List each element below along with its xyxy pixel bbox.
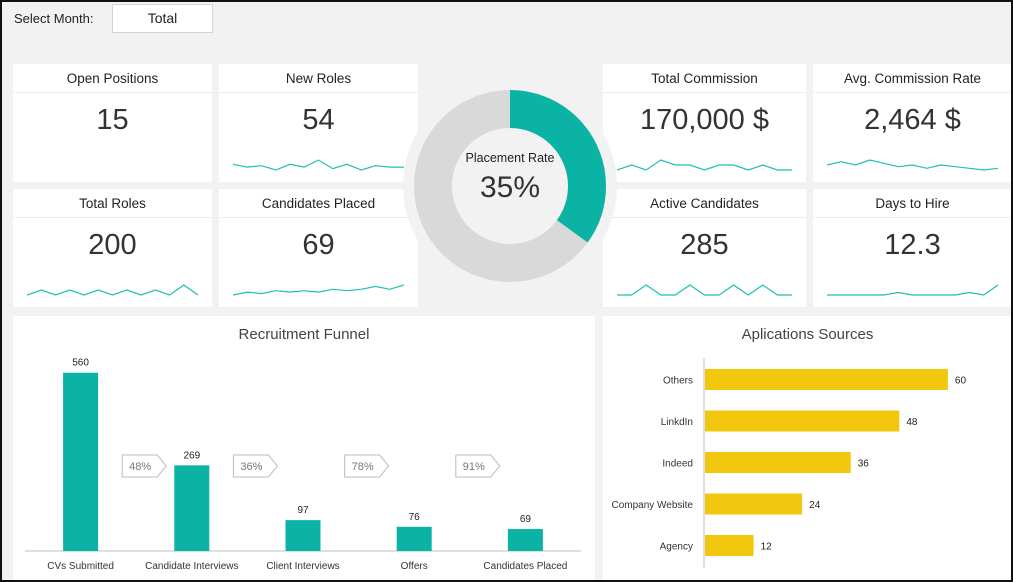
sparkline-total-roles [27, 284, 198, 296]
recruitment-funnel-title: Recruitment Funnel [238, 326, 370, 343]
source-bar [705, 493, 803, 515]
funnel-data-label: 76 [409, 512, 421, 523]
source-category-label: Company Website [611, 500, 693, 511]
sparkline-new-roles [233, 159, 404, 171]
funnel-data-label: 269 [183, 450, 200, 461]
kpi-value: 170,000 $ [639, 104, 769, 136]
funnel-data-label: 97 [297, 505, 309, 516]
funnel-data-label: 69 [520, 514, 532, 525]
funnel-category-label: Candidate Interviews [145, 561, 238, 572]
kpi-title: Open Positions [13, 64, 212, 93]
funnel-bar [396, 526, 432, 551]
kpi-value: 285 [680, 229, 729, 261]
kpi-title: Active Candidates [603, 189, 806, 218]
kpi-card-days-to-hire: Days to Hire 12.3 [813, 189, 1011, 307]
sparkline-active-candidates [617, 284, 792, 296]
funnel-data-label: 560 [72, 358, 89, 369]
applications-sources-panel: Aplications Sources Others 60 LinkdIn 48 Ind… [603, 316, 1011, 580]
source-bar [705, 452, 851, 473]
conversion-arrow [121, 454, 167, 478]
placement-rate-donut: Placement Rate 35% [403, 79, 617, 293]
donut-chart [403, 79, 617, 293]
funnel-bar [174, 465, 210, 551]
conversion-rate-label: 91% [463, 461, 485, 473]
kpi-card-total-roles: Total Roles 200 [13, 189, 212, 307]
kpi-card-open-positions: Open Positions 15 [13, 64, 212, 182]
placement-rate-value: 35% [479, 171, 541, 204]
source-category-label: Indeed [662, 459, 693, 470]
kpi-title: New Roles [219, 64, 418, 93]
source-bar [705, 535, 754, 556]
applications-sources-chart: Others 60 LinkdIn 48 Indeed 36 Company Website… [611, 358, 967, 568]
sparkline-path [617, 159, 792, 171]
source-data-label: 36 [858, 459, 870, 470]
donut-fill-segment [414, 90, 606, 282]
source-data-label: 48 [906, 417, 918, 428]
conversion-arrow [344, 454, 390, 478]
conversion-rate-label: 48% [129, 461, 151, 473]
source-data-label: 24 [809, 500, 821, 511]
kpi-title: Total Roles [13, 189, 212, 218]
sparkline-total-commission [617, 159, 792, 171]
funnel-category-label: CVs Submitted [47, 561, 114, 572]
kpi-card-active-candidates: Active Candidates 285 [603, 189, 806, 307]
month-selector[interactable]: Total [112, 4, 213, 33]
kpi-title: Avg. Commission Rate [813, 64, 1011, 93]
kpi-value: 12.3 [884, 229, 941, 261]
kpi-value: 15 [96, 104, 129, 136]
funnel-bar [285, 520, 321, 551]
kpi-value: 2,464 $ [864, 104, 961, 136]
source-bar [705, 410, 900, 432]
recruitment-funnel-panel: Recruitment Funnel 560 CVs Submitted 269 Ca… [13, 316, 595, 580]
kpi-title: Candidates Placed [219, 189, 418, 218]
sparkline-path [617, 284, 792, 296]
kpi-card-total-commission: Total Commission 170,000 $ [603, 64, 806, 182]
kpi-title: Days to Hire [813, 189, 1011, 218]
conversion-arrow [232, 454, 279, 478]
source-bar [705, 369, 948, 390]
sparkline-path [233, 159, 404, 171]
source-category-label: LinkdIn [661, 417, 693, 428]
source-data-label: 60 [955, 376, 967, 387]
kpi-card-avg-commission-rate: Avg. Commission Rate 2,464 $ [813, 64, 1011, 182]
applications-sources-title: Aplications Sources [741, 326, 874, 343]
kpi-card-candidates-placed: Candidates Placed 69 [219, 189, 418, 307]
conversion-rate-label: 36% [240, 461, 262, 473]
conversion-arrow [455, 454, 501, 478]
recruitment-funnel-chart: 560 CVs Submitted 269 Candidate Interviews 9… [25, 358, 581, 572]
kpi-title: Total Commission [603, 64, 806, 93]
source-category-label: Others [663, 376, 693, 387]
placement-rate-title: Placement Rate [465, 151, 555, 165]
kpi-card-new-roles: New Roles 54 [219, 64, 418, 182]
sparkline-path [827, 159, 998, 171]
funnel-bar [507, 529, 543, 551]
kpi-value: 54 [302, 104, 335, 136]
sparkline-path [827, 284, 998, 296]
funnel-category-label: Candidates Placed [483, 561, 567, 572]
funnel-category-label: Offers [401, 561, 428, 572]
kpi-value: 200 [88, 229, 137, 261]
funnel-category-label: Client Interviews [266, 561, 339, 572]
source-data-label: 12 [761, 542, 773, 553]
kpi-value: 69 [302, 229, 335, 261]
sparkline-path [233, 284, 404, 296]
source-category-label: Agency [660, 542, 693, 553]
sparkline-path [27, 284, 198, 296]
funnel-bar [63, 372, 99, 551]
select-month-label: Select Month: [14, 11, 94, 26]
sparkline-avg-commission-rate [827, 159, 998, 171]
sparkline-days-to-hire [827, 284, 998, 296]
sparkline-candidates-placed [233, 284, 404, 296]
conversion-rate-label: 78% [352, 461, 374, 473]
